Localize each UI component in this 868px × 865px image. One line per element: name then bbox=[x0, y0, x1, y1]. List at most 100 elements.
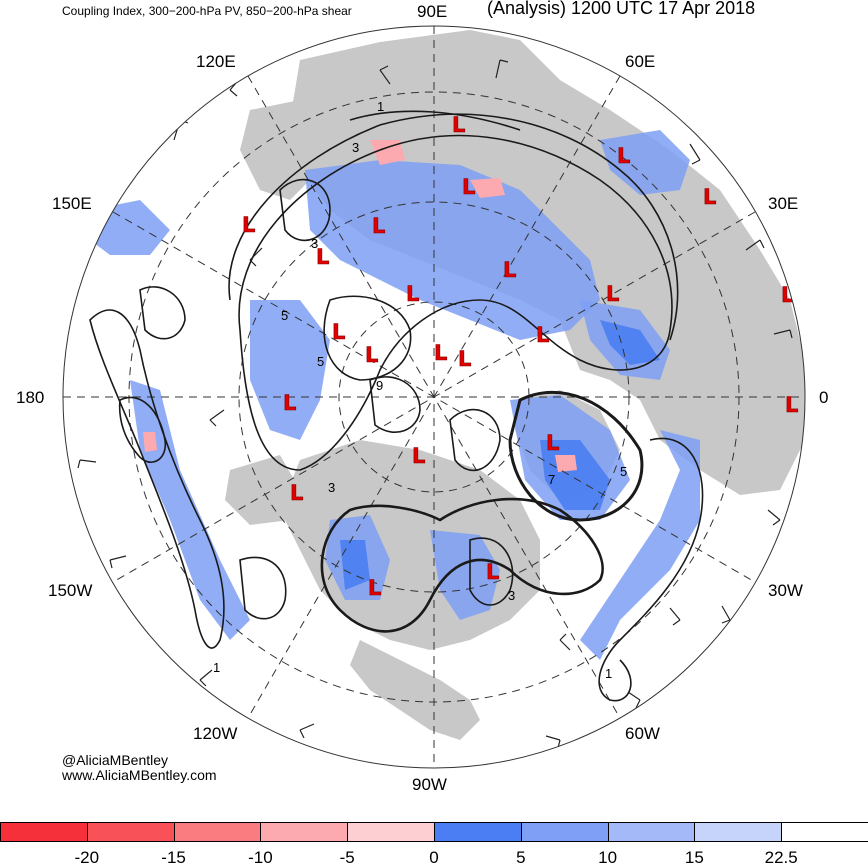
pv-contour bbox=[449, 408, 501, 472]
longitude-label-180: 180 bbox=[16, 388, 44, 407]
low-pressure-marker: L bbox=[434, 341, 447, 365]
ci-shading bbox=[580, 430, 700, 660]
colorbar-tick-label: -10 bbox=[248, 848, 273, 865]
author-url: www.AliciaMBentley.com bbox=[62, 767, 217, 783]
ci-shading bbox=[600, 130, 690, 195]
longitude-label-60E: 60E bbox=[625, 52, 655, 71]
wind-barb bbox=[767, 509, 781, 526]
ci-shading-negative bbox=[555, 455, 577, 472]
pv-contour bbox=[349, 110, 521, 131]
contour-label: 3 bbox=[328, 480, 335, 495]
low-pressure-marker: L bbox=[546, 431, 559, 455]
colorbar-swatch bbox=[86, 822, 175, 842]
pv-contour bbox=[508, 390, 644, 522]
low-pressure-marker: L bbox=[606, 282, 619, 306]
low-pressure-marker: L bbox=[406, 282, 419, 306]
central-america-landmass bbox=[350, 640, 480, 740]
low-pressure-marker: L bbox=[617, 144, 630, 168]
colorbar-tick-label: 22.5 bbox=[764, 848, 798, 865]
wind-barb bbox=[773, 329, 793, 339]
ci-shading bbox=[340, 540, 370, 590]
longitude-label-30E: 30E bbox=[768, 194, 798, 213]
colorbar-swatch bbox=[434, 822, 522, 842]
alaska-landmass bbox=[225, 455, 300, 525]
wind-barb bbox=[299, 723, 315, 739]
author-handle: @AliciaMBentley bbox=[62, 752, 169, 768]
ci-shading bbox=[305, 160, 600, 340]
low-pressure-marker: L bbox=[486, 560, 499, 584]
ci-shading-negative bbox=[370, 140, 405, 165]
low-pressure-marker: L bbox=[316, 245, 329, 269]
pv-contour bbox=[320, 497, 604, 633]
ci-shading bbox=[600, 320, 660, 365]
wind-barb bbox=[627, 691, 641, 709]
longitude-label-120W: 120W bbox=[193, 724, 237, 743]
low-pressure-marker: L bbox=[332, 320, 345, 344]
low-pressure-marker: L bbox=[283, 391, 296, 415]
low-pressure-marker: L bbox=[412, 444, 425, 468]
ci-shading-negative bbox=[470, 178, 505, 198]
contour-label: 1 bbox=[213, 660, 220, 675]
meridian-line bbox=[112, 211, 756, 583]
colorbar: -20 -15 -10 -5 0 5 10 15 22.5 bbox=[0, 822, 868, 865]
wind-barb bbox=[379, 65, 391, 85]
contour-label: 7 bbox=[548, 472, 555, 487]
colorbar-tick-label: 10 bbox=[598, 848, 618, 865]
longitude-label-60W: 60W bbox=[625, 724, 660, 743]
colorbar-tick-label: -5 bbox=[339, 848, 355, 865]
pv-contour bbox=[118, 396, 166, 463]
contour-label: 5 bbox=[317, 354, 324, 369]
low-pressure-marker: L bbox=[242, 213, 255, 237]
contour-label: 5 bbox=[620, 464, 627, 479]
longitude-label-30W: 30W bbox=[768, 581, 803, 600]
contour-label: 3 bbox=[352, 140, 359, 155]
colorbar-swatch bbox=[173, 822, 262, 842]
wind-barb bbox=[199, 669, 213, 687]
wind-barb bbox=[77, 459, 97, 469]
colorbar-swatch bbox=[0, 822, 88, 842]
contour-label: 3 bbox=[508, 588, 515, 603]
pv-contour bbox=[228, 113, 679, 341]
wind-barb bbox=[109, 555, 127, 569]
wind-barb bbox=[249, 247, 263, 267]
contour-label: 1 bbox=[605, 666, 612, 681]
colorbar-swatch bbox=[260, 822, 349, 842]
longitude-label-90W: 90W bbox=[412, 775, 447, 794]
wind-barb bbox=[669, 607, 681, 626]
pv-contour bbox=[89, 309, 225, 649]
wind-barb bbox=[721, 605, 731, 624]
colorbar-swatch bbox=[607, 822, 696, 842]
longitude-label-0: 0 bbox=[819, 388, 828, 407]
valid-time-label: (Analysis) 1200 UTC 17 Apr 2018 bbox=[487, 0, 756, 18]
colorbar-tick-label: 0 bbox=[429, 848, 439, 865]
wind-barb bbox=[689, 143, 701, 165]
colorbar-swatch bbox=[520, 822, 609, 842]
pv-contour bbox=[469, 537, 514, 606]
low-pressure-marker: L bbox=[365, 343, 378, 367]
pv-contour bbox=[238, 134, 673, 471]
pv-contour bbox=[139, 286, 186, 340]
low-pressure-marker: L bbox=[290, 481, 303, 505]
contour-label: 3 bbox=[311, 236, 318, 251]
longitude-label-120E: 120E bbox=[196, 52, 236, 71]
contour-label: 5 bbox=[281, 308, 288, 323]
longitude-label-150E: 150E bbox=[52, 194, 92, 213]
wind-barb bbox=[495, 59, 509, 79]
contour-label: 1 bbox=[377, 99, 384, 114]
colorbar-tick-label: -20 bbox=[74, 848, 100, 865]
wind-barb bbox=[745, 239, 765, 251]
ci-shading bbox=[250, 300, 330, 440]
wind-barb bbox=[209, 409, 225, 427]
colorbar-tick-label: 5 bbox=[516, 848, 526, 865]
longitude-label-150W: 150W bbox=[48, 581, 92, 600]
low-pressure-marker: L bbox=[458, 347, 471, 371]
low-pressure-marker: L bbox=[462, 175, 475, 199]
pv-contour bbox=[279, 178, 331, 242]
longitude-label-90E: 90E bbox=[417, 2, 447, 21]
contour-label: 9 bbox=[376, 378, 383, 393]
low-pressure-marker: L bbox=[536, 323, 549, 347]
ci-shading-negative bbox=[143, 432, 157, 452]
pv-contour bbox=[369, 376, 421, 434]
colorbar-swatch bbox=[347, 822, 435, 842]
